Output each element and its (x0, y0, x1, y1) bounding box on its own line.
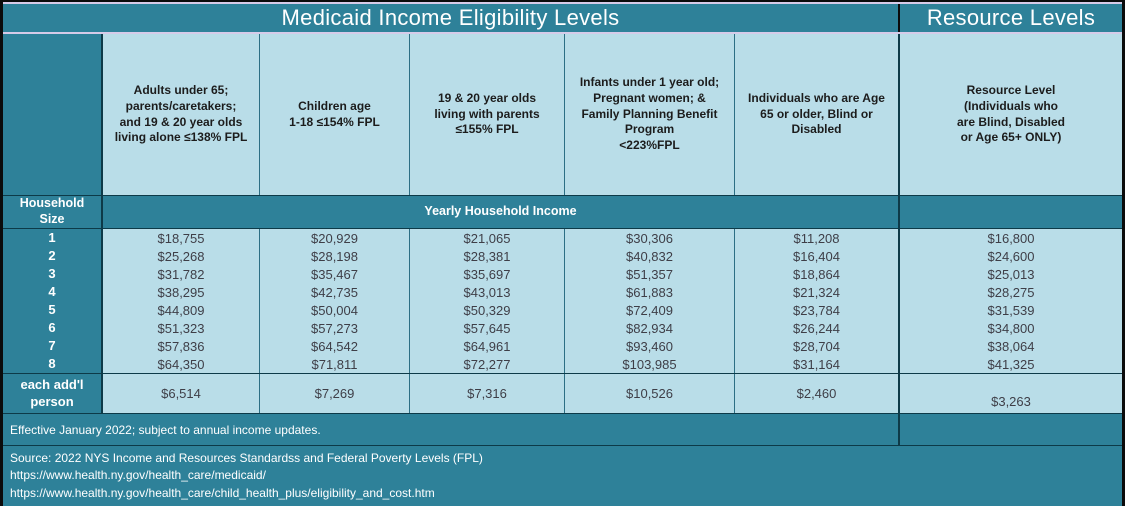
header-spacer-cell (3, 34, 103, 195)
value-cell: $35,697 (410, 265, 565, 283)
source-line: Source: 2022 NYS Income and Resources St… (10, 451, 483, 465)
value-cell: $31,164 (735, 355, 900, 373)
value-cell: $10,526 (565, 374, 735, 413)
value-cell: $18,864 (735, 265, 900, 283)
source-note: Source: 2022 NYS Income and Resources St… (3, 446, 1122, 506)
value-cell: $34,800 (900, 319, 1122, 337)
effective-spacer-cell (900, 414, 1122, 445)
value-cell: $7,316 (410, 374, 565, 413)
value-cell: $50,329 (410, 301, 565, 319)
table-row: 1 $18,755 $20,929 $21,065 $30,306 $11,20… (3, 229, 1122, 247)
yearly-income-header: Yearly Household Income (103, 196, 900, 228)
value-cell: $50,004 (260, 301, 410, 319)
title-bar: Medicaid Income Eligibility Levels Resou… (3, 4, 1122, 32)
value-cell: $11,208 (735, 229, 900, 247)
household-size-header: Household Size (3, 196, 103, 228)
value-cell: $6,514 (103, 374, 260, 413)
value-cell: $93,460 (565, 337, 735, 355)
income-band-row: Household Size Yearly Household Income (3, 195, 1122, 229)
value-cell: $71,811 (260, 355, 410, 373)
value-cell: $82,934 (565, 319, 735, 337)
value-cell: $30,306 (565, 229, 735, 247)
value-cell: $21,324 (735, 283, 900, 301)
value-cell: $51,357 (565, 265, 735, 283)
table-row: 8 $64,350 $71,811 $72,277 $103,985 $31,1… (3, 355, 1122, 373)
lavender-accent-bottom (3, 32, 1122, 34)
table-row: 3 $31,782 $35,467 $35,697 $51,357 $18,86… (3, 265, 1122, 283)
value-cell: $72,409 (565, 301, 735, 319)
value-cell: $35,467 (260, 265, 410, 283)
row-label: 3 (3, 265, 103, 283)
value-cell: $23,784 (735, 301, 900, 319)
value-cell: $31,539 (900, 301, 1122, 319)
table-row: 6 $51,323 $57,273 $57,645 $82,934 $26,24… (3, 319, 1122, 337)
column-header-resource-level: Resource Level (Individuals who are Blin… (900, 34, 1122, 195)
value-cell: $64,961 (410, 337, 565, 355)
row-label: 7 (3, 337, 103, 355)
value-cell: $16,800 (900, 229, 1122, 247)
source-url-medicaid: https://www.health.ny.gov/health_care/me… (10, 468, 266, 483)
value-cell: $18,755 (103, 229, 260, 247)
value-cell: $57,836 (103, 337, 260, 355)
value-cell: $24,600 (900, 247, 1122, 265)
column-header-children: Children age 1-18 ≤154% FPL (260, 34, 410, 195)
value-cell: $42,735 (260, 283, 410, 301)
value-cell: $31,782 (103, 265, 260, 283)
source-url-child-health-plus: https://www.health.ny.gov/health_care/ch… (10, 485, 435, 500)
addl-person-row: each add'l person $6,514 $7,269 $7,316 $… (3, 373, 1122, 413)
row-label-addl-person: each add'l person (3, 374, 103, 413)
value-cell: $21,065 (410, 229, 565, 247)
value-cell: $57,645 (410, 319, 565, 337)
value-cell: $16,404 (735, 247, 900, 265)
effective-note: Effective January 2022; subject to annua… (3, 414, 900, 445)
table-row: 4 $38,295 $42,735 $43,013 $61,883 $21,32… (3, 283, 1122, 301)
value-cell: $38,064 (900, 337, 1122, 355)
value-cell: $28,704 (735, 337, 900, 355)
page-title: Medicaid Income Eligibility Levels (3, 4, 900, 32)
row-label: 1 (3, 229, 103, 247)
resource-title: Resource Levels (900, 4, 1122, 32)
lavender-accent-top (3, 2, 1122, 4)
column-header-age65-blind-disabled: Individuals who are Age 65 or older, Bli… (735, 34, 900, 195)
value-cell: $28,275 (900, 283, 1122, 301)
value-cell: $103,985 (565, 355, 735, 373)
row-label: 6 (3, 319, 103, 337)
column-header-19-20-with-parents: 19 & 20 year olds living with parents ≤1… (410, 34, 565, 195)
value-cell: $61,883 (565, 283, 735, 301)
table-row: 5 $44,809 $50,004 $50,329 $72,409 $23,78… (3, 301, 1122, 319)
column-header-adults: Adults under 65; parents/caretakers; and… (103, 34, 260, 195)
table-body: Medicaid Income Eligibility Levels Resou… (3, 2, 1122, 506)
value-cell: $20,929 (260, 229, 410, 247)
value-cell: $51,323 (103, 319, 260, 337)
value-cell: $41,325 (900, 355, 1122, 373)
column-header-infants-pregnant: Infants under 1 year old; Pregnant women… (565, 34, 735, 195)
value-cell: $26,244 (735, 319, 900, 337)
band-spacer-cell (900, 196, 1122, 228)
effective-note-row: Effective January 2022; subject to annua… (3, 413, 1122, 445)
table-row: 2 $25,268 $28,198 $28,381 $40,832 $16,40… (3, 247, 1122, 265)
value-cell: $25,013 (900, 265, 1122, 283)
value-cell: $40,832 (565, 247, 735, 265)
value-cell: $57,273 (260, 319, 410, 337)
value-cell: $7,269 (260, 374, 410, 413)
row-label: 5 (3, 301, 103, 319)
value-cell: $28,381 (410, 247, 565, 265)
value-cell: $43,013 (410, 283, 565, 301)
value-cell: $44,809 (103, 301, 260, 319)
value-cell: $38,295 (103, 283, 260, 301)
value-cell: $3,263 (900, 374, 1122, 413)
value-cell: $72,277 (410, 355, 565, 373)
value-cell: $64,350 (103, 355, 260, 373)
value-cell: $64,542 (260, 337, 410, 355)
source-note-row: Source: 2022 NYS Income and Resources St… (3, 445, 1122, 506)
value-cell: $25,268 (103, 247, 260, 265)
row-label: 4 (3, 283, 103, 301)
row-label: 2 (3, 247, 103, 265)
row-label: 8 (3, 355, 103, 373)
column-header-row: Adults under 65; parents/caretakers; and… (3, 34, 1122, 195)
table-row: 7 $57,836 $64,542 $64,961 $93,460 $28,70… (3, 337, 1122, 355)
value-cell: $2,460 (735, 374, 900, 413)
value-cell: $28,198 (260, 247, 410, 265)
